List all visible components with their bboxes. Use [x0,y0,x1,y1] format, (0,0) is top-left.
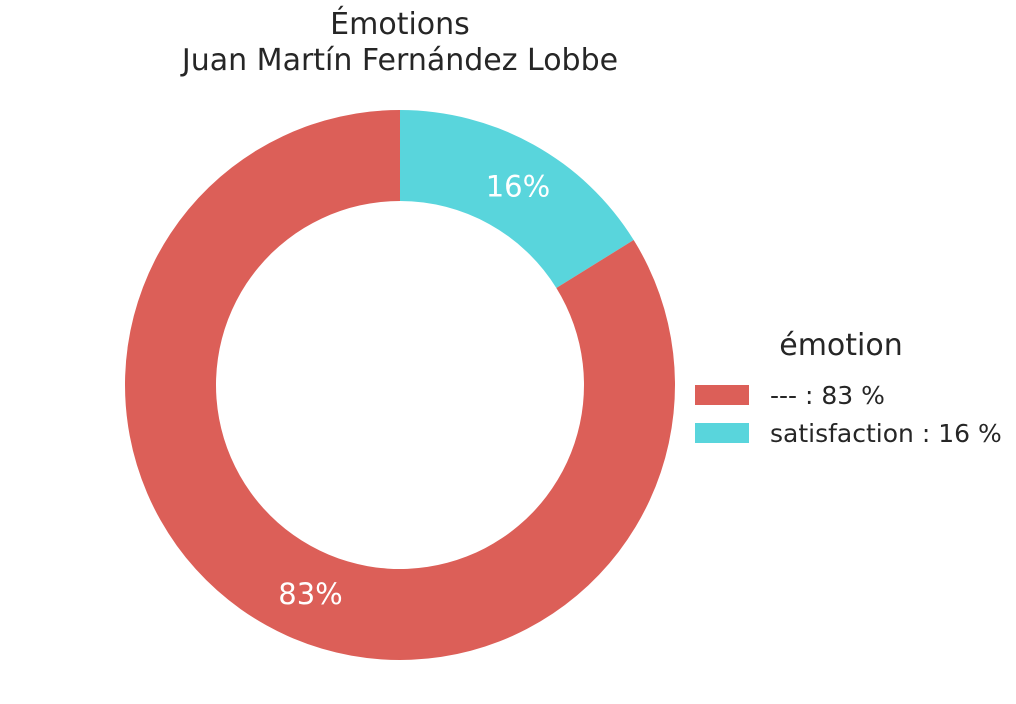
legend-label-none: --- : 83 % [770,380,885,410]
legend-title: émotion [779,328,903,363]
chart-title-line-1: Émotions [330,7,470,42]
chart-title-line-2: Juan Martín Fernández Lobbe [181,43,619,78]
legend-item-none: --- : 83 % [695,378,885,412]
legend-swatch-none [695,385,749,405]
legend-label-satisfaction: satisfaction : 16 % [770,418,1002,448]
donut-slice-satisfaction [400,110,634,288]
legend-swatch-satisfaction [695,423,749,443]
slice-label-satisfaction: 16% [486,170,550,204]
donut-slice-none [125,110,676,660]
legend-item-satisfaction: satisfaction : 16 % [695,416,1002,450]
slice-label-none: 83% [278,577,342,611]
